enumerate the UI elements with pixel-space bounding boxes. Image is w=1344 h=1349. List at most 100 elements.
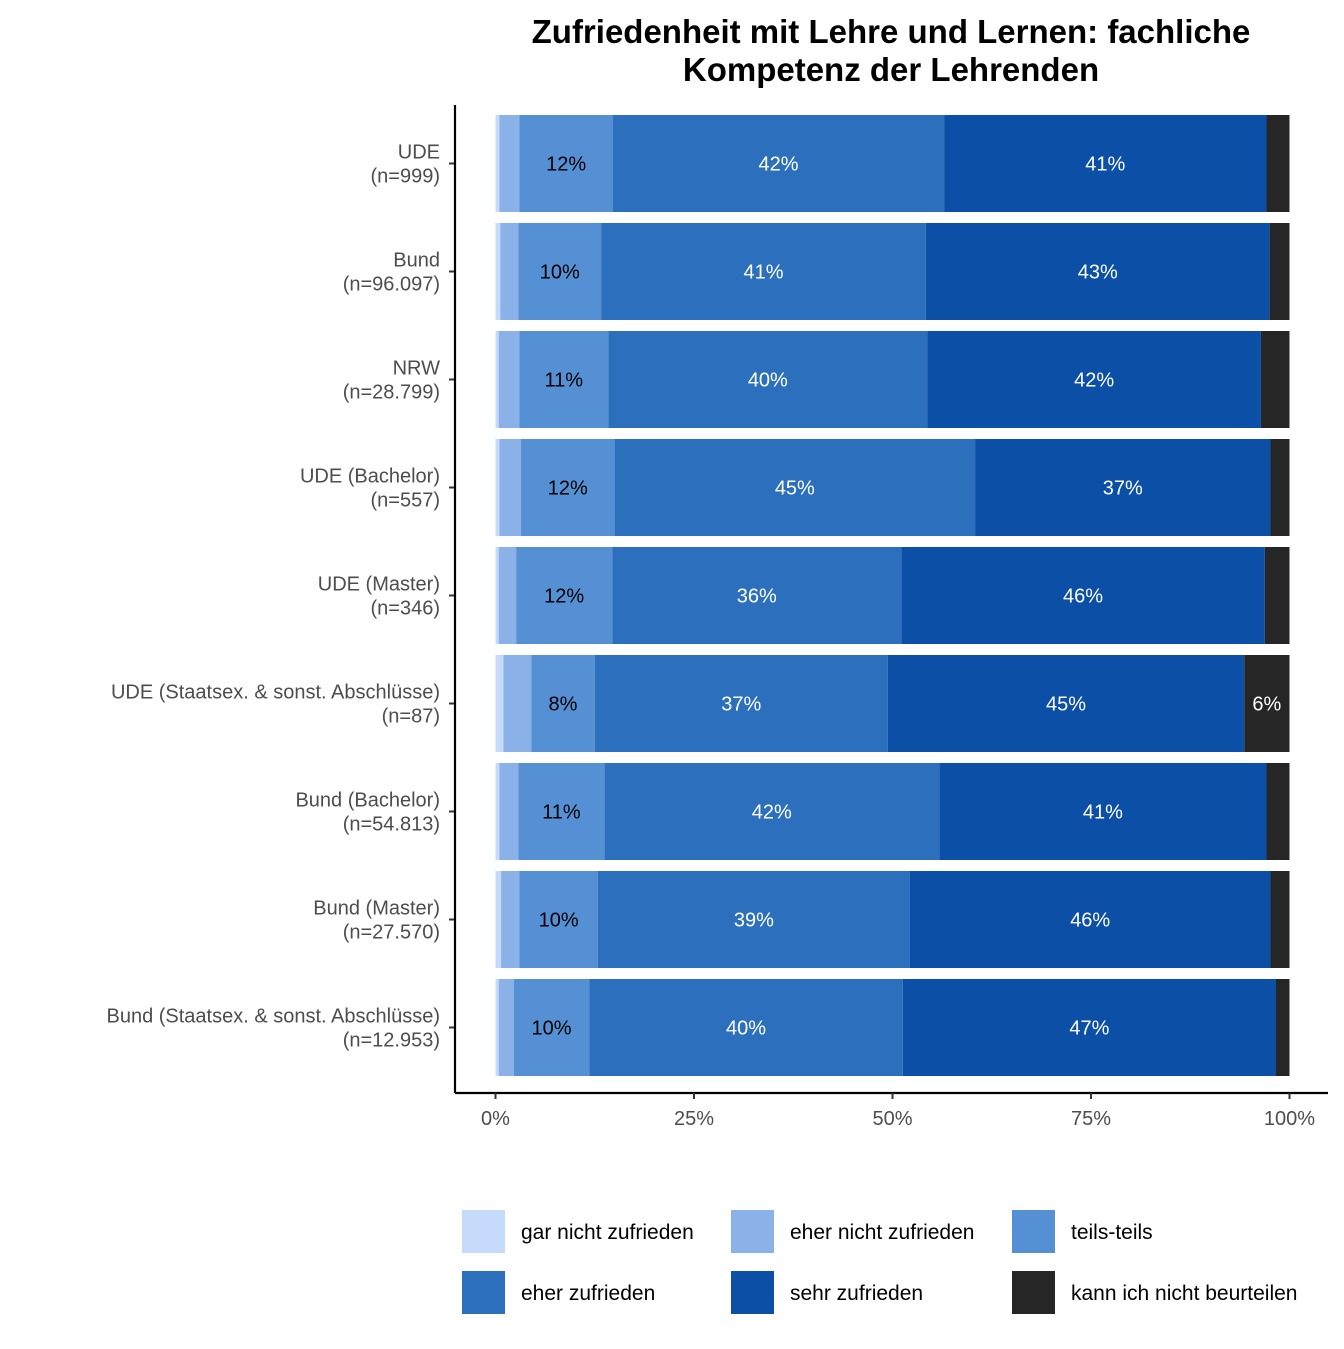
data-label: 12%	[546, 154, 586, 176]
bar-segment	[499, 763, 519, 860]
bar-segment	[520, 439, 615, 536]
bar-segment	[518, 223, 602, 320]
legend-swatch	[462, 1210, 505, 1253]
bar-segment	[498, 547, 517, 644]
category-label-n: (n=999)	[371, 166, 441, 188]
bar-segment	[1269, 223, 1290, 320]
bar-segment	[518, 763, 605, 860]
x-tick-label: 0%	[481, 1108, 510, 1130]
category-label: UDE	[398, 142, 440, 164]
category-label-n: (n=12.953)	[343, 1030, 440, 1052]
legend-swatch	[1012, 1210, 1055, 1253]
category-label: Bund (Bachelor)	[295, 790, 440, 812]
bar-segment	[1276, 979, 1290, 1076]
category-label-n: (n=96.097)	[343, 274, 440, 296]
bar-segment	[902, 979, 1277, 1076]
bar-segment	[495, 439, 500, 536]
bar-segment	[604, 763, 940, 860]
legend-label: kann ich nicht beurteilen	[1071, 1282, 1297, 1305]
category-label: NRW	[393, 358, 441, 380]
bar-segment	[531, 655, 595, 752]
bar-segment	[495, 547, 499, 644]
data-label: 6%	[1252, 694, 1281, 716]
legend-label: sehr zufrieden	[790, 1282, 923, 1305]
data-label: 37%	[721, 694, 761, 716]
bar-segment	[944, 115, 1267, 212]
data-label: 41%	[743, 262, 783, 284]
bar-segment	[925, 223, 1270, 320]
bar-segment	[594, 655, 888, 752]
legend-label: eher nicht zufrieden	[790, 1221, 974, 1244]
category-label-n: (n=54.813)	[343, 814, 440, 836]
bar-segment	[499, 115, 520, 212]
x-tick-label: 25%	[674, 1108, 714, 1130]
bar-segment	[1264, 547, 1290, 644]
bar-segment	[495, 763, 500, 860]
bar-segment	[1260, 331, 1290, 428]
bar-segment	[503, 655, 532, 752]
chart-title-line: Zufriedenheit mit Lehre und Lernen: fach…	[532, 13, 1251, 50]
category-label-n: (n=28.799)	[343, 382, 440, 404]
bar-segment	[495, 655, 504, 752]
category-label-n: (n=87)	[382, 706, 440, 728]
bar-segment	[975, 439, 1271, 536]
category-label-n: (n=27.570)	[343, 922, 440, 944]
legend-label: teils-teils	[1071, 1221, 1153, 1244]
bar-segment	[901, 547, 1265, 644]
data-label: 37%	[1103, 478, 1143, 500]
legend-label: eher zufrieden	[521, 1282, 655, 1305]
category-label: Bund	[393, 250, 440, 272]
bar-segment	[495, 223, 501, 320]
bar-segment	[513, 979, 590, 1076]
bar-segment	[927, 331, 1261, 428]
category-label-n: (n=557)	[371, 490, 441, 512]
data-label: 11%	[542, 802, 581, 824]
bar-segment	[500, 223, 519, 320]
data-label: 12%	[544, 586, 584, 608]
bar-segment	[1266, 115, 1290, 212]
legend-swatch	[1012, 1271, 1055, 1314]
bar-segment	[887, 655, 1245, 752]
data-label: 12%	[548, 478, 588, 500]
bar-segment	[498, 331, 520, 428]
x-tick-label: 50%	[872, 1108, 912, 1130]
bar-segment	[614, 439, 976, 536]
bar-segment	[613, 115, 945, 212]
legend-swatch	[731, 1210, 774, 1253]
bar-segment	[495, 115, 500, 212]
data-label: 40%	[748, 370, 788, 392]
data-label: 10%	[531, 1018, 571, 1040]
bar-segment	[589, 979, 903, 1076]
bar-segment	[519, 115, 614, 212]
data-label: 43%	[1078, 262, 1118, 284]
category-label: UDE (Master)	[318, 574, 440, 596]
bar-segment	[495, 871, 502, 968]
category-label: Bund (Staatsex. & sonst. Abschlüsse)	[106, 1006, 440, 1028]
bar-segment	[519, 331, 609, 428]
bar-segment	[939, 763, 1267, 860]
bar-segment	[601, 223, 926, 320]
legend-label: gar nicht zufrieden	[521, 1221, 694, 1244]
legend-swatch	[731, 1271, 774, 1314]
bar-segment	[498, 979, 514, 1076]
data-label: 47%	[1069, 1018, 1109, 1040]
data-label: 10%	[540, 262, 580, 284]
bar-segment	[608, 331, 928, 428]
data-label: 11%	[545, 370, 584, 392]
bar-segment	[1266, 763, 1290, 860]
data-label: 45%	[1046, 694, 1086, 716]
data-label: 36%	[737, 586, 777, 608]
data-label: 10%	[539, 910, 579, 932]
bar-segment	[1270, 439, 1290, 536]
data-label: 42%	[759, 154, 799, 176]
legend-swatch	[462, 1271, 505, 1314]
data-label: 40%	[726, 1018, 766, 1040]
bar-segment	[499, 439, 521, 536]
data-label: 45%	[775, 478, 815, 500]
bar-segment	[495, 331, 499, 428]
category-label: Bund (Master)	[313, 898, 440, 920]
data-label: 8%	[549, 694, 578, 716]
bar-segment	[612, 547, 902, 644]
